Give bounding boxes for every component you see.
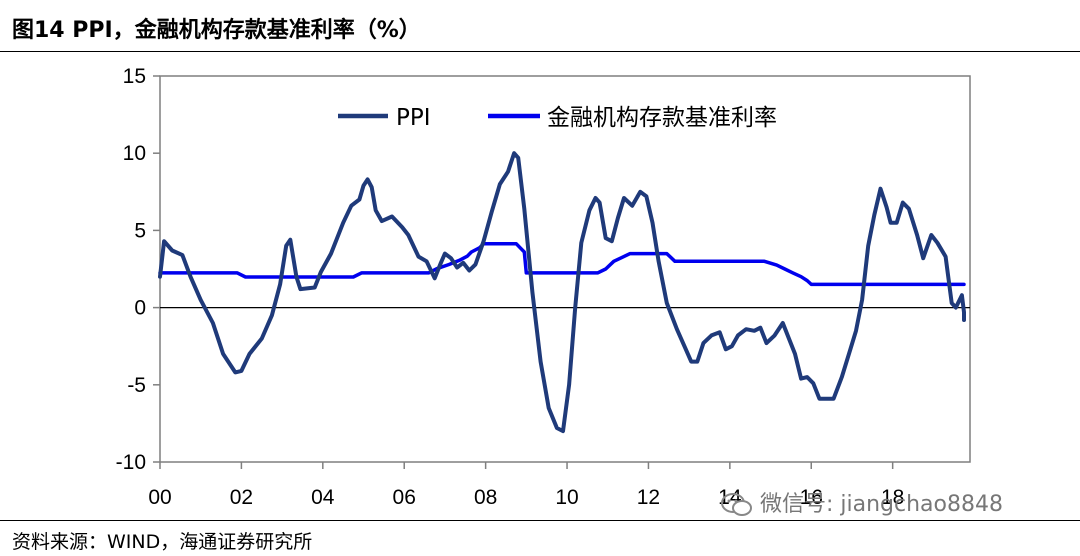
y-tick-label: 5 xyxy=(134,219,146,242)
chart-title: 图14 PPI，金融机构存款基准利率（%） xyxy=(12,18,421,43)
title-bar: 图14 PPI，金融机构存款基准利率（%） xyxy=(0,0,1080,52)
x-tick-label: 10 xyxy=(555,486,578,509)
x-tick-label: 08 xyxy=(474,486,497,509)
y-axis: -10 -5 0 5 10 15 xyxy=(116,65,160,474)
x-tick-label: 02 xyxy=(230,486,253,509)
watermark-text: 微信号: jiangchao8848 xyxy=(760,492,1003,517)
series-layer xyxy=(158,151,966,434)
y-tick-label: -5 xyxy=(127,374,146,397)
watermark: 微信号: jiangchao8848 xyxy=(720,486,1003,518)
y-tick-label: 10 xyxy=(123,142,146,165)
legend-ppi-label: PPI xyxy=(396,105,431,131)
x-tick-label: 06 xyxy=(393,486,416,509)
ppi-line xyxy=(158,151,966,434)
y-tick-label: 0 xyxy=(134,297,146,320)
y-tick-label: 15 xyxy=(123,65,146,88)
y-tick-label: -10 xyxy=(116,451,146,474)
x-tick-label: 04 xyxy=(311,486,335,509)
x-tick-label: 00 xyxy=(148,486,171,509)
x-axis: 00 02 04 06 08 10 12 14 16 18 xyxy=(148,462,904,509)
legend: PPI 金融机构存款基准利率 xyxy=(338,105,777,131)
wechat-icon xyxy=(721,493,752,516)
legend-deposit-rate-label: 金融机构存款基准利率 xyxy=(547,105,777,131)
source-bar: 资料来源：WIND，海通证券研究所 xyxy=(0,520,1080,556)
x-tick-label: 18 xyxy=(881,486,904,509)
x-tick-label: 12 xyxy=(637,486,660,509)
source-note: 资料来源：WIND，海通证券研究所 xyxy=(12,531,313,553)
x-tick-label: 16 xyxy=(800,486,823,509)
